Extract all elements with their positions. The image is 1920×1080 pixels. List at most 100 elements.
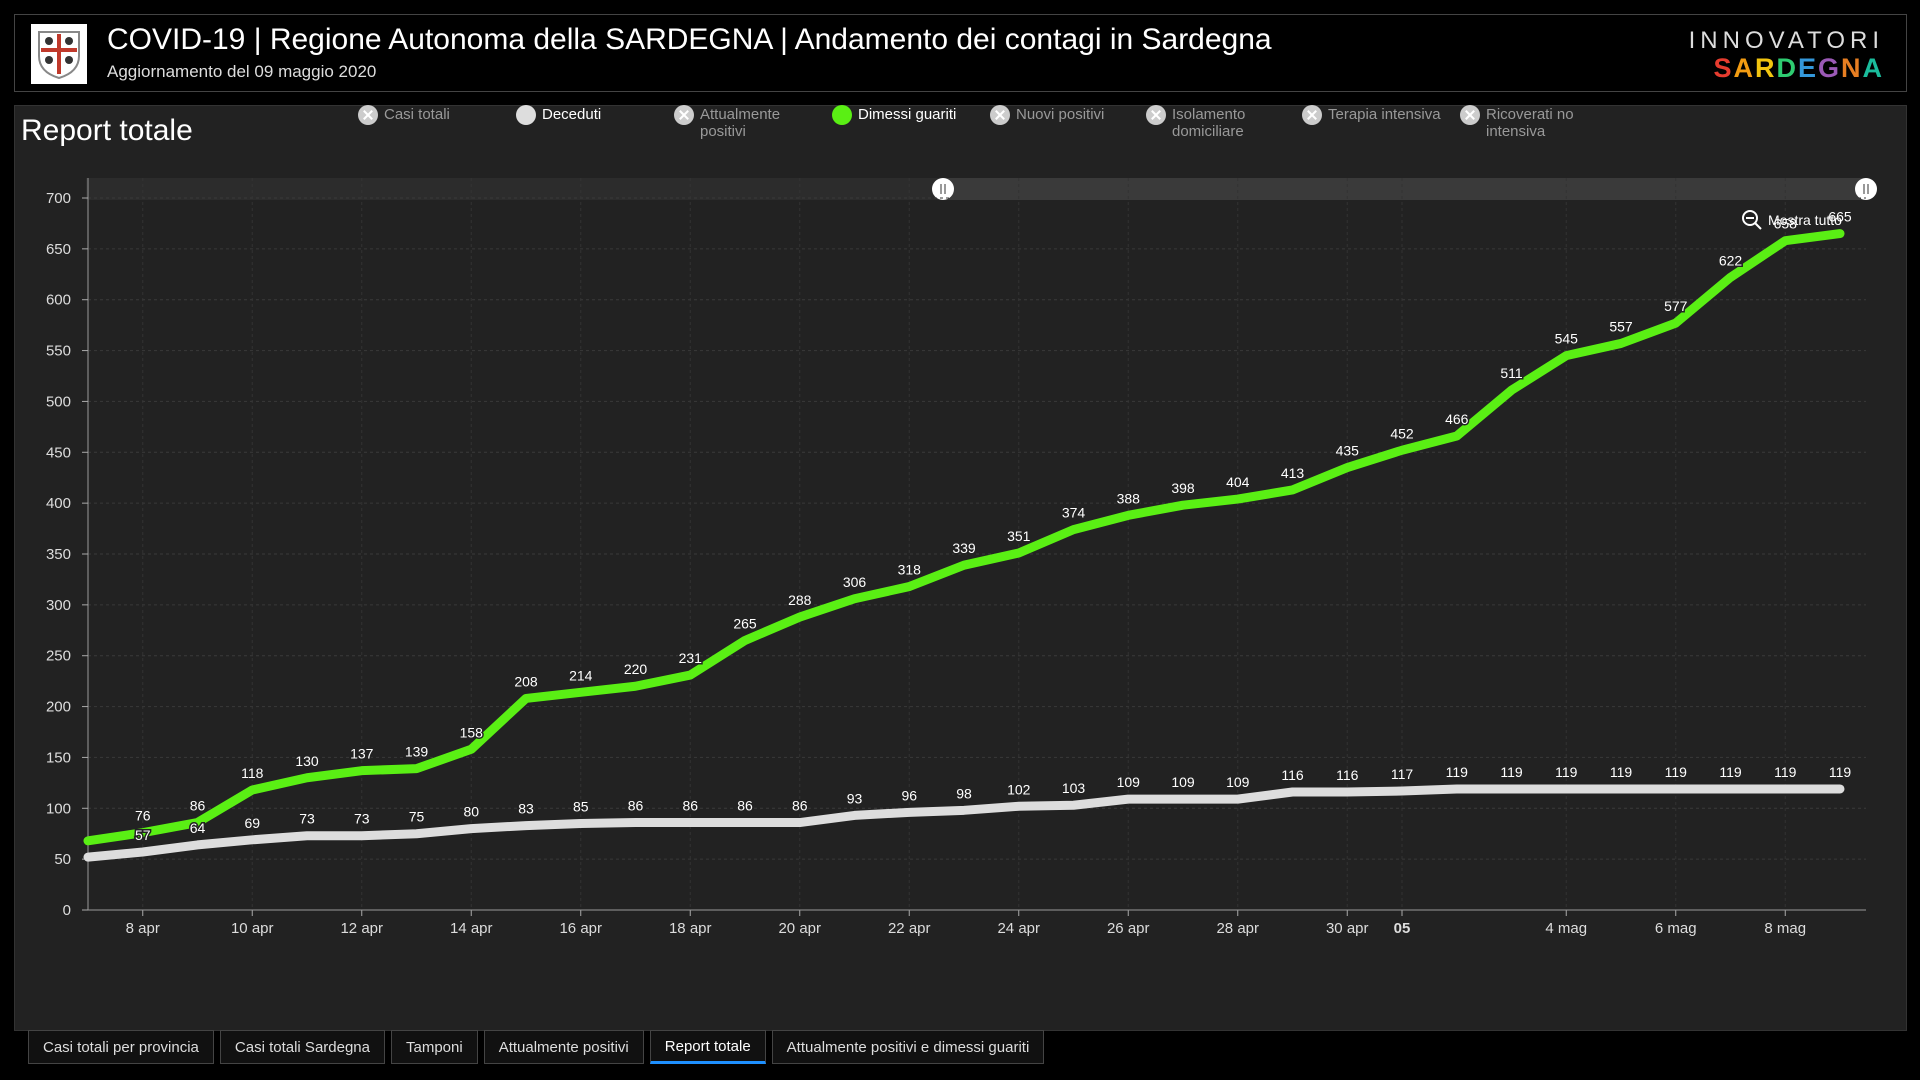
data-label: 119	[1446, 764, 1469, 780]
data-label: 73	[299, 811, 315, 827]
data-label: 116	[1336, 767, 1359, 783]
data-label: 76	[135, 808, 151, 824]
y-tick-label: 50	[54, 851, 71, 868]
tab-casi-totali-per-provincia[interactable]: Casi totali per provincia	[28, 1030, 214, 1064]
data-label: 117	[1391, 766, 1414, 782]
x-tick-label: 16 apr	[559, 920, 602, 937]
tab-bar: Casi totali per provincia Casi totali Sar…	[28, 1030, 1050, 1066]
data-label: 98	[956, 785, 972, 801]
data-label: 85	[573, 799, 589, 815]
data-label: 119	[1610, 764, 1633, 780]
legend-disabled-icon	[674, 105, 694, 125]
data-label: 435	[1336, 443, 1360, 459]
legend-item-casi-totali[interactable]: Casi totali	[358, 105, 450, 125]
x-tick-label: 12 apr	[340, 920, 383, 937]
data-label: 398	[1171, 480, 1195, 496]
data-label: 69	[244, 815, 260, 831]
data-label: 214	[569, 667, 593, 683]
tab-attualmente-positivi-e-dimessi-guariti[interactable]: Attualmente positivi e dimessi guariti	[771, 1030, 1045, 1064]
x-tick-label: 22 apr	[888, 920, 931, 937]
data-label: 220	[624, 661, 648, 677]
data-label: 80	[463, 804, 479, 820]
y-tick-label: 400	[46, 495, 71, 512]
data-label: 265	[733, 615, 757, 631]
y-tick-label: 100	[46, 800, 71, 817]
data-label: 351	[1007, 528, 1031, 544]
x-tick-label: 14 apr	[450, 920, 493, 937]
zoom-reset-label: Mostra tutto	[1768, 212, 1842, 228]
data-label: 466	[1445, 411, 1469, 427]
legend-label: Isolamento domiciliare	[1172, 106, 1246, 140]
tab-report-totale[interactable]: Report totale	[649, 1030, 766, 1064]
brand-bottom-text: SARDEGNA	[1689, 53, 1884, 84]
brand-letter: A	[1862, 53, 1884, 83]
tab-attualmente-positivi[interactable]: Attualmente positivi	[483, 1030, 644, 1064]
y-tick-label: 550	[46, 343, 71, 360]
legend-disabled-icon	[990, 105, 1010, 125]
x-tick-label: 28 apr	[1216, 920, 1259, 937]
data-label: 73	[354, 811, 370, 827]
data-label: 75	[409, 809, 425, 825]
y-tick-label: 250	[46, 648, 71, 665]
range-slider-selection[interactable]	[943, 178, 1868, 200]
data-label: 102	[1007, 781, 1031, 797]
legend-item-ricoverati-no-intensiva[interactable]: Ricoverati no intensiva	[1460, 105, 1596, 140]
panel-title: Report totale	[21, 114, 193, 147]
data-label: 413	[1281, 465, 1305, 481]
legend-label: Terapia intensiva	[1328, 106, 1441, 123]
tab-casi-totali-sardegna[interactable]: Casi totali Sardegna	[219, 1030, 385, 1064]
data-label: 388	[1117, 490, 1141, 506]
data-label: 86	[190, 798, 206, 814]
data-label: 86	[682, 798, 698, 814]
x-tick-label: 6 mag	[1655, 920, 1697, 937]
data-label: 116	[1281, 767, 1304, 783]
y-tick-label: 500	[46, 393, 71, 410]
x-tick-label: 05	[1394, 920, 1411, 937]
legend-item-deceduti[interactable]: Deceduti	[516, 105, 601, 125]
data-label: 130	[295, 753, 319, 769]
data-label: 577	[1664, 298, 1688, 314]
data-label: 557	[1609, 318, 1633, 334]
data-label: 103	[1062, 780, 1086, 796]
y-tick-label: 650	[46, 241, 71, 258]
data-label: 57	[135, 827, 151, 843]
data-label: 109	[1226, 774, 1250, 790]
legend-label: Casi totali	[384, 106, 450, 123]
data-label: 86	[792, 798, 808, 814]
legend-item-nuovi-positivi[interactable]: Nuovi positivi	[990, 105, 1104, 125]
legend-label: Ricoverati no intensiva	[1486, 106, 1574, 140]
y-tick-label: 600	[46, 292, 71, 309]
legend-marker-icon	[832, 105, 852, 125]
brand-letter: N	[1841, 53, 1863, 83]
y-tick-label: 150	[46, 749, 71, 766]
series-line-deceduti[interactable]	[83, 784, 1845, 862]
range-slider-handle-right[interactable]	[1855, 178, 1877, 200]
legend-item-isolamento-domiciliare[interactable]: Isolamento domiciliare	[1146, 105, 1282, 140]
y-tick-label: 0	[63, 902, 71, 919]
data-label: 404	[1226, 474, 1250, 490]
data-label: 119	[1774, 764, 1797, 780]
data-label: 119	[1719, 764, 1742, 780]
legend-item-terapia-intensiva[interactable]: Terapia intensiva	[1302, 105, 1441, 125]
legend-item-attualmente-positivi[interactable]: Attualmente positivi	[674, 105, 810, 140]
tab-tamponi[interactable]: Tamponi	[391, 1030, 478, 1064]
legend-label: Dimessi guariti	[858, 106, 957, 123]
data-label: 119	[1555, 764, 1578, 780]
range-slider-handle-left[interactable]	[932, 178, 954, 200]
zoom-reset-button[interactable]: Mostra tutto	[1741, 209, 1842, 231]
data-label: 288	[788, 592, 812, 608]
header-bar: COVID-19 | Regione Autonoma della SARDEG…	[14, 14, 1907, 92]
page-title: COVID-19 | Regione Autonoma della SARDEG…	[107, 23, 1272, 56]
data-label: 339	[952, 540, 976, 556]
series-line-dimessi-guariti[interactable]	[83, 229, 1845, 846]
brand-letter: E	[1797, 53, 1818, 83]
update-date: Aggiornamento del 09 maggio 2020	[107, 62, 377, 81]
x-tick-label: 24 apr	[997, 920, 1040, 937]
x-tick-label: 18 apr	[669, 920, 712, 937]
x-tick-label: 26 apr	[1107, 920, 1150, 937]
data-label: 452	[1390, 425, 1414, 441]
legend-item-dimessi-guariti[interactable]: Dimessi guariti	[832, 105, 957, 125]
data-label: 665	[1828, 209, 1852, 225]
data-label: 119	[1829, 764, 1852, 780]
